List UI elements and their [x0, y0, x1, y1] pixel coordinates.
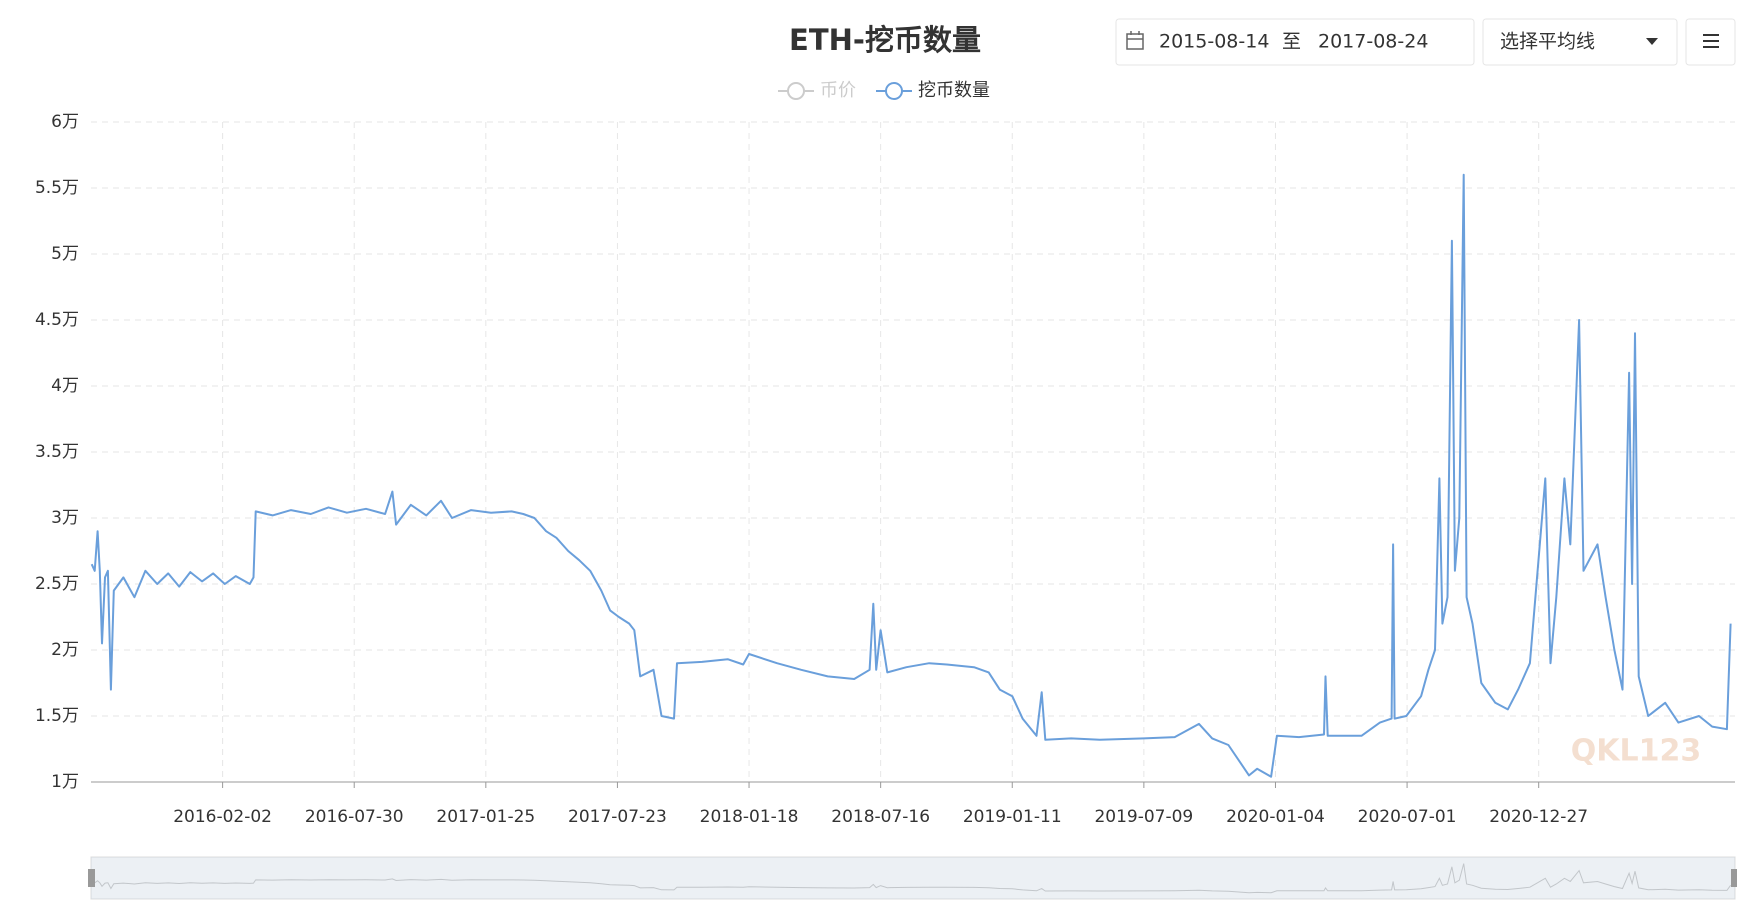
legend-label[interactable]: 币价	[820, 80, 856, 101]
chart-title: ETH-挖币数量	[789, 23, 981, 57]
legend-marker	[787, 82, 805, 100]
date-range[interactable]	[1115, 18, 1475, 66]
date-to[interactable]: 2017-08-24	[1318, 31, 1428, 53]
date-separator: 至	[1282, 31, 1301, 53]
zoom-handle-left[interactable]	[88, 869, 95, 887]
grid: 1万 1.5万 2万 2.5万 3万 3.5万 4万 4.5万 5万 5.5万 6万 2016-02-…	[35, 112, 1735, 827]
x-tick-label: 2016-07-30	[305, 807, 404, 827]
x-tick-label: 2020-12-27	[1489, 807, 1588, 827]
x-tick-label: 2018-07-16	[831, 807, 930, 827]
watermark: QKL123	[1571, 734, 1702, 769]
menu-icon	[1703, 34, 1719, 48]
y-tick-label: 4万	[51, 376, 79, 396]
y-tick-label: 1万	[51, 772, 79, 792]
average-select-label[interactable]: 选择平均线	[1500, 31, 1595, 53]
dropdown-arrow	[1646, 38, 1658, 45]
y-tick-label: 1.5万	[35, 706, 79, 726]
x-tick-label: 2020-01-04	[1226, 807, 1325, 827]
y-tick-label: 2万	[51, 640, 79, 660]
x-tick-label: 2019-01-11	[963, 807, 1062, 827]
x-tick-label: 2018-01-18	[700, 807, 799, 827]
legend-label[interactable]: 挖币数量	[918, 80, 990, 101]
zoom-preview-line	[91, 863, 1732, 894]
date-from[interactable]: 2015-08-14	[1159, 31, 1269, 53]
series-line	[90, 173, 1732, 778]
average-select[interactable]	[1482, 18, 1678, 66]
y-tick-label: 6万	[51, 112, 79, 132]
plot-area	[90, 173, 1732, 778]
y-tick-label: 5万	[51, 244, 79, 264]
zoom-handle-right[interactable]	[1731, 869, 1737, 887]
y-tick-label: 3万	[51, 508, 79, 528]
calendar-icon	[1126, 31, 1144, 50]
legend: 币价 挖币数量	[778, 80, 990, 101]
x-tick-label: 2019-07-09	[1094, 807, 1193, 827]
y-tick-label: 5.5万	[35, 178, 79, 198]
y-tick-label: 3.5万	[35, 442, 79, 462]
zoom-window[interactable]	[91, 857, 1735, 899]
legend-marker	[885, 82, 903, 100]
x-tick-label: 2020-07-01	[1358, 807, 1457, 827]
x-tick-label: 2017-01-25	[436, 807, 535, 827]
x-tick-label: 2016-02-02	[173, 807, 272, 827]
y-tick-label: 2.5万	[35, 574, 79, 594]
y-tick-label: 4.5万	[35, 310, 79, 330]
zoom-preview	[91, 863, 1732, 894]
x-tick-label: 2017-07-23	[568, 807, 667, 827]
